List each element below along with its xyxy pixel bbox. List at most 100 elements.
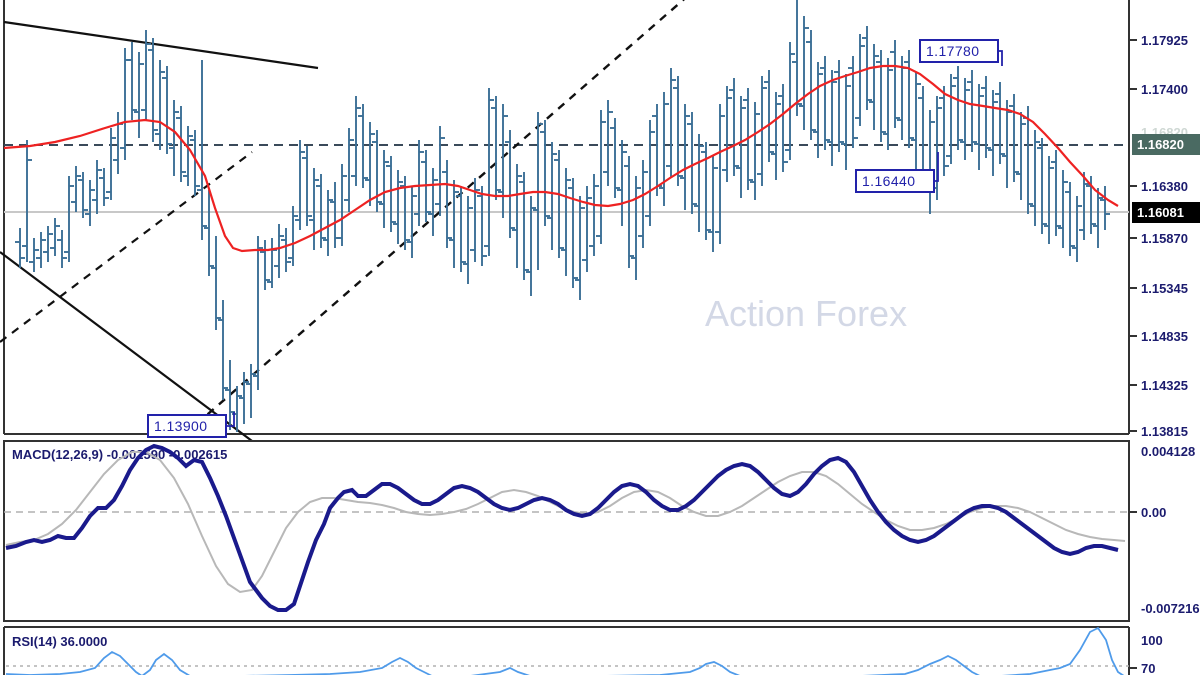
watermark: Action Forex: [705, 293, 907, 334]
ohlc-bar: [722, 86, 732, 182]
price-axis-label: 1.13815: [1141, 424, 1188, 439]
ohlc-bar: [365, 122, 375, 206]
ohlc-bar: [246, 364, 256, 418]
ohlc-bar: [505, 130, 515, 238]
ohlc-bar: [281, 228, 291, 272]
ohlc-bar: [253, 236, 263, 390]
ohlc-bar: [974, 84, 984, 170]
price-axis-tick: 1.15345: [1129, 281, 1188, 296]
callout-low-mid: 1.16440: [855, 152, 939, 193]
ohlc-bar: [204, 190, 214, 276]
ohlc-bar: [617, 140, 627, 226]
ohlc-bar: [498, 104, 508, 218]
price-axis-label: 1.14835: [1141, 329, 1188, 344]
ohlc-bar: [141, 30, 151, 120]
ohlc-bar: [939, 86, 949, 176]
ohlc-bar: [967, 70, 977, 152]
ohlc-bar: [785, 42, 795, 160]
ohlc-bar: [372, 130, 382, 212]
ohlc-bar: [155, 60, 165, 150]
ohlc-bar: [239, 372, 249, 424]
ohlc-bar: [848, 56, 858, 148]
ascending-trendline-dashed-lower: [0, 151, 253, 343]
ohlc-bar: [792, 0, 802, 116]
ohlc-bar: [624, 156, 634, 268]
ohlc-bar: [1065, 182, 1075, 256]
ohlc-bar: [22, 140, 32, 262]
macd-panel-frame: [3, 440, 1130, 622]
ohlc-bar: [197, 60, 207, 240]
moving-average-line: [3, 64, 1119, 253]
ohlc-bar: [806, 30, 816, 140]
ohlc-bar: [183, 126, 193, 186]
macd-axis-label: 0.00: [1141, 505, 1166, 520]
ohlc-bar: [638, 160, 648, 248]
ohlc-bar: [519, 172, 529, 280]
callout-low-mid-label: 1.16440: [862, 173, 915, 189]
ohlc-bar: [1044, 156, 1054, 244]
ohlc-bar: [162, 66, 172, 154]
ohlc-bar: [778, 84, 788, 172]
ohlc-bar: [295, 140, 305, 230]
ohlc-bar: [855, 34, 865, 126]
ohlc-bar: [995, 82, 1005, 164]
ohlc-bar: [29, 238, 39, 272]
ohlc-bar: [442, 160, 452, 248]
ohlc-bar: [134, 52, 144, 138]
price-axis-tick: 1.17925: [1129, 33, 1188, 48]
resistance-price-tag-label: 1.16820: [1137, 137, 1184, 152]
ohlc-bar: [302, 146, 312, 226]
macd-signal-line: [5, 451, 1126, 594]
price-axis-tick: 1.16380: [1129, 179, 1188, 194]
macd-axis: 0.004128 0.00 -0.007216: [1129, 444, 1200, 616]
ohlc-bar: [1058, 170, 1068, 248]
ohlc-bar: [176, 106, 186, 182]
ohlc-bar: [323, 190, 333, 256]
ohlc-bar: [64, 176, 74, 262]
ohlc-bar: [463, 196, 473, 284]
ohlc-bar: [554, 150, 564, 258]
ohlc-bar: [575, 196, 585, 300]
ohlc-bar: [15, 228, 25, 268]
rsi-line: [5, 626, 1125, 675]
ohlc-bar: [43, 226, 53, 262]
price-axis: 1.17925 1.17400 1.16820 1.16380 1.15870 …: [1129, 33, 1188, 439]
callout-low-label: 1.13900: [154, 418, 207, 434]
price-axis-tick: 1.15870: [1129, 231, 1188, 246]
ohlc-bar: [386, 156, 396, 232]
ohlc-bar: [50, 218, 60, 256]
ohlc-bar: [568, 178, 578, 288]
ohlc-bar: [99, 168, 109, 206]
ohlc-bar: [512, 164, 522, 268]
ohlc-bar: [827, 70, 837, 166]
last-price-tag-label: 1.16081: [1137, 205, 1184, 220]
ohlc-bar: [631, 176, 641, 280]
ohlc-bar: [1079, 172, 1089, 240]
ohlc-bar: [715, 104, 725, 244]
ohlc-bar: [337, 164, 347, 246]
ohlc-bar: [764, 70, 774, 162]
ohlc-bar: [750, 102, 760, 200]
ohlc-bar: [477, 186, 487, 266]
macd-panel-title: MACD(12,26,9) -0.002590 -0.002615: [12, 447, 227, 462]
ohlc-bar: [680, 104, 690, 210]
price-axis-label: 1.15870: [1141, 231, 1188, 246]
rsi-axis-label: 100: [1141, 633, 1163, 648]
rsi-panel-frame: [3, 626, 1130, 675]
ohlc-bar: [694, 134, 704, 232]
ohlc-bar: [120, 48, 130, 160]
ohlc-bar: [288, 206, 298, 266]
ohlc-bar: [316, 174, 326, 248]
ohlc-bar: [540, 120, 550, 226]
ohlc-bar: [911, 72, 921, 180]
ohlc-bar: [890, 40, 900, 128]
ohlc-bar: [190, 130, 200, 196]
last-price-tag: 1.16081: [1132, 202, 1200, 223]
ohlc-bar: [71, 166, 81, 212]
ohlc-bar: [687, 112, 697, 214]
macd-axis-label: 0.004128: [1141, 444, 1195, 459]
ohlc-bar: [659, 92, 669, 206]
price-axis-label: 1.14325: [1141, 378, 1188, 393]
ohlc-bar: [484, 88, 494, 256]
ohlc-bar: [211, 236, 221, 330]
